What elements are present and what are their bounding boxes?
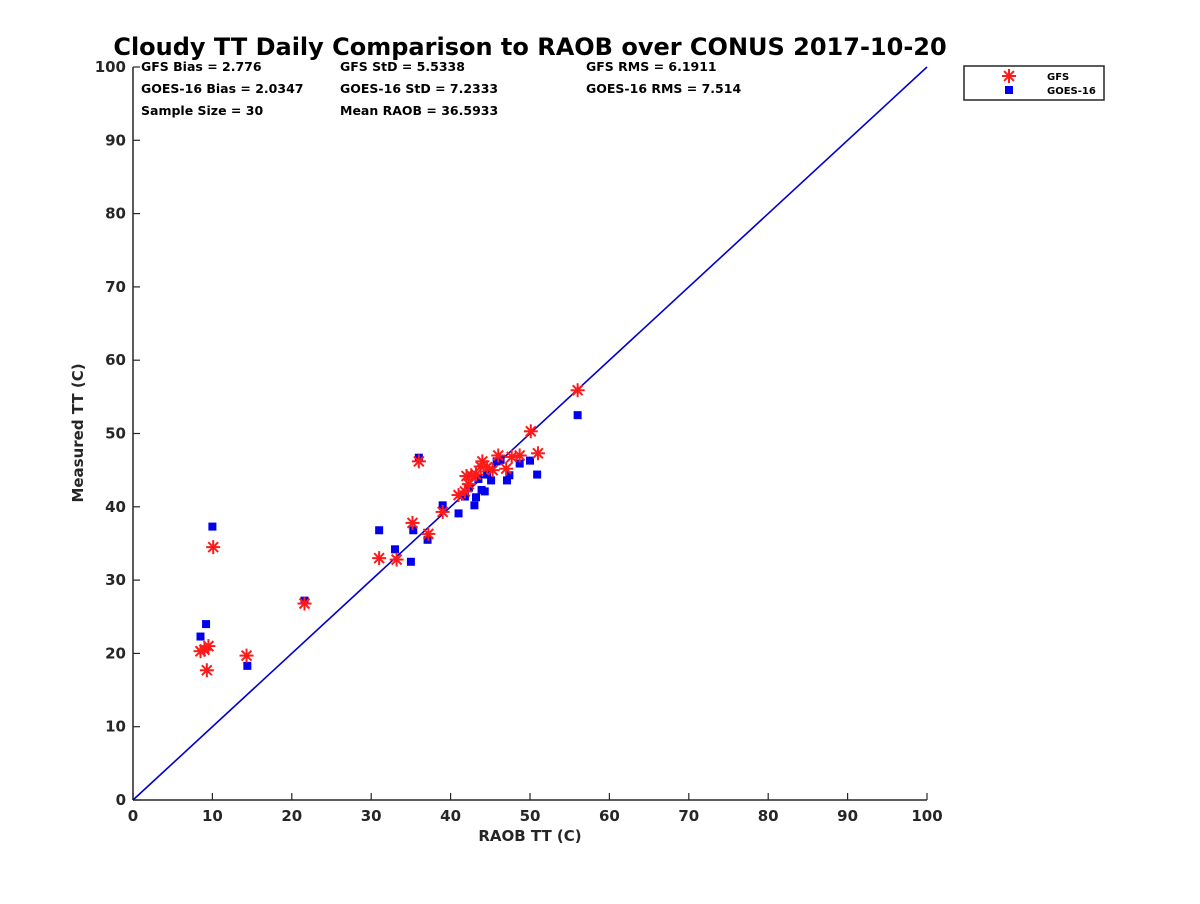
goes16-data-point xyxy=(472,493,481,502)
y-tick-label: 20 xyxy=(105,644,126,662)
goes16-data-point xyxy=(487,476,496,485)
gfs-data-point xyxy=(530,446,545,461)
legend-label: GFS xyxy=(1047,72,1069,83)
x-tick-label: 100 xyxy=(911,807,942,825)
y-tick-label: 40 xyxy=(105,498,126,516)
gfs-data-point xyxy=(372,551,387,566)
goes16-data-point xyxy=(533,470,542,479)
x-tick-label: 30 xyxy=(361,807,382,825)
gfs-data-point xyxy=(206,540,221,555)
gfs-data-point xyxy=(421,526,436,541)
legend-box xyxy=(963,65,1105,101)
x-tick-label: 50 xyxy=(520,807,541,825)
gfs-data-point xyxy=(389,552,404,567)
y-tick-label: 60 xyxy=(105,351,126,369)
goes16-data-point xyxy=(474,474,483,483)
gfs-data-point xyxy=(523,424,538,439)
y-tick-label: 50 xyxy=(105,425,126,443)
goes16-data-point xyxy=(406,557,415,566)
gfs-data-point xyxy=(485,463,500,478)
x-tick-label: 60 xyxy=(599,807,620,825)
goes16-data-point xyxy=(515,459,524,468)
y-tick-label: 100 xyxy=(95,58,126,76)
goes16-data-point xyxy=(470,501,479,510)
x-tick-label: 40 xyxy=(440,807,461,825)
x-tick-label: 0 xyxy=(128,807,138,825)
gfs-data-point xyxy=(411,454,426,469)
goes16-data-point xyxy=(196,632,205,641)
gfs-data-point xyxy=(491,448,506,463)
y-axis-label: Measured TT (C) xyxy=(69,363,87,502)
x-tick-label: 10 xyxy=(202,807,223,825)
x-tick-label: 20 xyxy=(281,807,302,825)
series-gfs xyxy=(193,383,585,678)
goes16-data-point xyxy=(202,620,211,629)
goes16-data-point xyxy=(243,661,252,670)
x-tick-label: 70 xyxy=(678,807,699,825)
goes16-data-point xyxy=(505,471,514,480)
goes16-data-point xyxy=(480,487,489,496)
stat-text: GFS RMS = 6.1911 xyxy=(586,59,717,74)
y-tick-label: 10 xyxy=(105,718,126,736)
goes16-data-point xyxy=(208,522,217,531)
gfs-data-point xyxy=(199,663,214,678)
x-tick-label: 90 xyxy=(837,807,858,825)
gfs-data-point xyxy=(512,448,527,463)
y-tick-label: 80 xyxy=(105,205,126,223)
y-tick-label: 70 xyxy=(105,278,126,296)
statistics-annotations: GFS Bias = 2.776 GFS StD = 5.5338 GFS RMS … xyxy=(141,59,741,118)
chart-title: Cloudy TT Daily Comparison to RAOB over … xyxy=(113,33,946,61)
x-tick-label: 80 xyxy=(758,807,779,825)
goes16-data-point xyxy=(454,509,463,518)
goes16-data-point xyxy=(526,456,534,465)
y-tick-label: 30 xyxy=(105,571,126,589)
legend-label: GOES-16 xyxy=(1047,86,1096,97)
stat-text: GOES-16 Bias = 2.0347 xyxy=(141,81,303,96)
plot-area: 0 10 20 30 40 50 60 70 80 90 100 0 10 20 30 40 50 60 70 80 9… xyxy=(95,58,943,825)
stat-text: GOES-16 StD = 7.2333 xyxy=(340,81,498,96)
gfs-data-point xyxy=(405,515,420,530)
legend: GFS GOES-16 xyxy=(963,65,1105,101)
gfs-data-point xyxy=(499,461,514,476)
x-axis-label: RAOB TT (C) xyxy=(478,827,581,845)
goes16-data-point xyxy=(391,545,400,554)
goes16-data-point xyxy=(573,411,582,420)
goes16-data-point xyxy=(409,526,418,535)
gfs-data-point xyxy=(435,504,450,519)
stat-text: Mean RAOB = 36.5933 xyxy=(340,103,498,118)
gfs-data-point xyxy=(201,639,216,654)
gfs-data-point xyxy=(469,467,484,482)
y-tick-label: 90 xyxy=(105,131,126,149)
stat-text: GFS Bias = 2.776 xyxy=(141,59,262,74)
legend-goes16-marker xyxy=(1005,86,1013,94)
stat-text: GOES-16 RMS = 7.514 xyxy=(586,81,741,96)
gfs-data-point xyxy=(297,596,312,611)
goes16-data-point xyxy=(375,526,384,535)
gfs-data-point xyxy=(570,383,585,398)
stat-text: GFS StD = 5.5338 xyxy=(340,59,465,74)
goes16-data-point xyxy=(483,470,492,479)
y-tick-label: 0 xyxy=(116,791,126,809)
gfs-data-point xyxy=(239,648,254,663)
goes16-data-point xyxy=(502,476,511,485)
stat-text: Sample Size = 30 xyxy=(141,103,263,118)
goes16-data-point xyxy=(496,455,505,464)
legend-gfs-marker xyxy=(1002,69,1016,83)
